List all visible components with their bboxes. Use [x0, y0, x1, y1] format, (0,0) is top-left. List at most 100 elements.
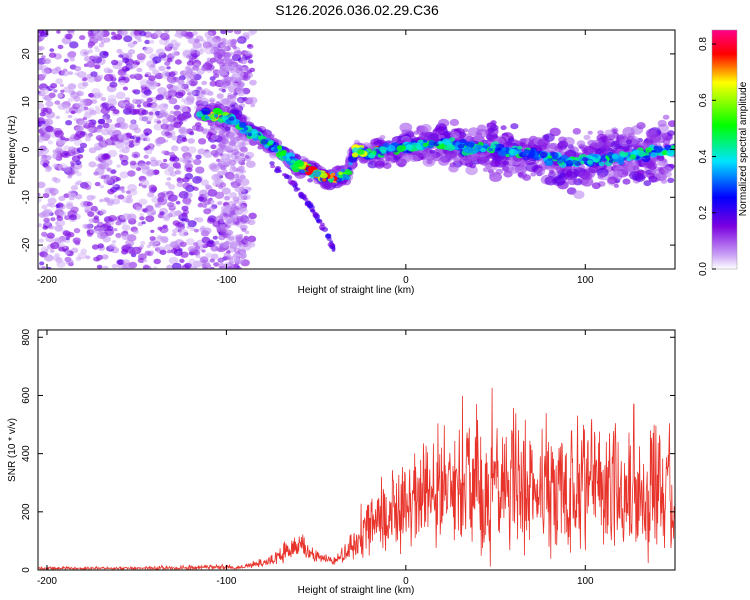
spectrogram-cell — [230, 181, 235, 186]
spectrogram-cell — [502, 160, 510, 166]
spectrogram-cell — [344, 169, 351, 174]
spectrogram-cell — [108, 220, 115, 226]
spectrogram-cell — [634, 173, 646, 182]
spectrogram-cell — [168, 210, 178, 218]
colorbar-tick-label: 0.0 — [698, 262, 709, 276]
spectrogram-cell — [73, 228, 81, 234]
spectrogram-cell — [224, 206, 231, 212]
colorbar-frame — [711, 29, 738, 270]
spectrogram-cell — [106, 167, 112, 172]
spectrogram-cell — [219, 70, 227, 76]
spectrogram-cell — [149, 236, 156, 241]
spectrogram-cell — [182, 182, 191, 190]
spectrogram-cell — [121, 249, 128, 255]
spectrogram-x-label: Height of straight line (km) — [298, 285, 415, 296]
spectrogram-cell — [276, 145, 283, 150]
spectrogram-cell — [549, 142, 559, 150]
spectrogram-cell — [184, 262, 192, 269]
spectrogram-cell — [161, 150, 167, 155]
spectrogram-cell — [144, 250, 151, 256]
spectrogram-cell — [107, 94, 117, 102]
spectrogram-cell — [240, 185, 245, 189]
spectrogram-cell — [228, 132, 237, 139]
spectrogram-cell — [128, 140, 134, 145]
spectrogram-cell — [98, 43, 105, 48]
spectrogram-cell — [334, 165, 342, 171]
spectrogram-cell — [299, 194, 306, 200]
spectrogram-cell — [181, 218, 186, 222]
spectrogram-cell — [231, 136, 239, 143]
spectrogram-cell — [165, 124, 175, 131]
spectrogram-cell — [279, 151, 287, 157]
spectrogram-cell — [84, 56, 92, 62]
spectrogram-cell — [88, 122, 96, 128]
spectrogram-cell — [659, 132, 667, 138]
spectrogram-cell — [152, 69, 160, 76]
spectrogram-cell — [38, 150, 43, 157]
spectrogram-cell — [119, 122, 129, 130]
spectrogram-cell — [619, 151, 626, 156]
spectrogram-cell — [103, 158, 113, 166]
spectrogram-cell — [185, 128, 194, 135]
spectrogram-cell — [99, 198, 104, 203]
spectrogram-cell — [84, 136, 92, 142]
spectrogram-cell — [379, 146, 387, 153]
spectrogram-cell — [161, 118, 169, 124]
spectrogram-cell — [184, 71, 194, 78]
spectrogram-cell — [192, 249, 201, 256]
spectrogram-cell — [123, 35, 133, 43]
spectrogram-cell — [99, 209, 107, 215]
spectrogram-cell — [102, 265, 109, 269]
spectrogram-cell — [117, 133, 128, 141]
spectrogram-cell — [85, 133, 92, 139]
spectrogram-cell — [448, 137, 456, 143]
spectrogram-cell — [307, 178, 313, 183]
spectrogram-cell — [234, 30, 242, 35]
spectrogram-cell — [54, 221, 60, 225]
spectrogram-cell — [144, 74, 149, 78]
spectrogram-cell — [74, 65, 82, 72]
spectrogram-cell — [422, 139, 428, 143]
spectrogram-cell — [598, 161, 605, 167]
spectrogram-cell — [43, 132, 52, 139]
spectrogram-cell — [215, 35, 220, 40]
spectrogram-cell — [164, 61, 171, 66]
spectrogram-cell — [479, 157, 491, 166]
spectrogram-cell — [41, 204, 48, 210]
x-tick-label: 100 — [577, 275, 594, 286]
spectrogram-cell — [228, 235, 235, 241]
spectrogram-cell — [544, 159, 554, 167]
spectrogram-cell — [179, 258, 185, 263]
spectrogram-cell — [223, 57, 232, 63]
spectrogram-cell — [188, 90, 196, 96]
spectrogram-cell — [338, 174, 343, 179]
spectrogram-cell — [107, 149, 118, 158]
spectrogram-cell — [270, 164, 276, 169]
spectrogram-cell — [612, 128, 618, 133]
spectrogram-cell — [656, 155, 665, 162]
spectrogram-cell — [171, 145, 178, 150]
spectrogram-cell — [45, 167, 52, 173]
spectrogram-cell — [217, 257, 225, 263]
spectrogram-cell — [55, 219, 66, 227]
spectrogram-cell — [328, 179, 334, 183]
spectrogram-cell — [238, 122, 247, 129]
spectrogram-cell — [176, 177, 182, 182]
spectrogram-cell — [235, 178, 243, 184]
spectrogram-cell — [397, 158, 407, 166]
spectrogram-cell — [155, 48, 165, 56]
spectrogram-cell — [166, 249, 172, 254]
spectrogram-cell — [193, 158, 202, 166]
spectrogram-cell — [232, 196, 240, 202]
spectrogram-cell — [351, 152, 359, 158]
spectrogram-cell — [90, 205, 98, 212]
spectrogram-cell — [65, 33, 73, 40]
spectrogram-cell — [469, 163, 477, 169]
spectrogram-cell — [41, 55, 46, 59]
spectrogram-cell — [580, 161, 585, 165]
spectrogram-cell — [81, 77, 87, 82]
spectrogram-cell — [175, 170, 182, 175]
spectrogram-cell — [217, 247, 223, 253]
spectrogram-cell — [125, 190, 131, 195]
